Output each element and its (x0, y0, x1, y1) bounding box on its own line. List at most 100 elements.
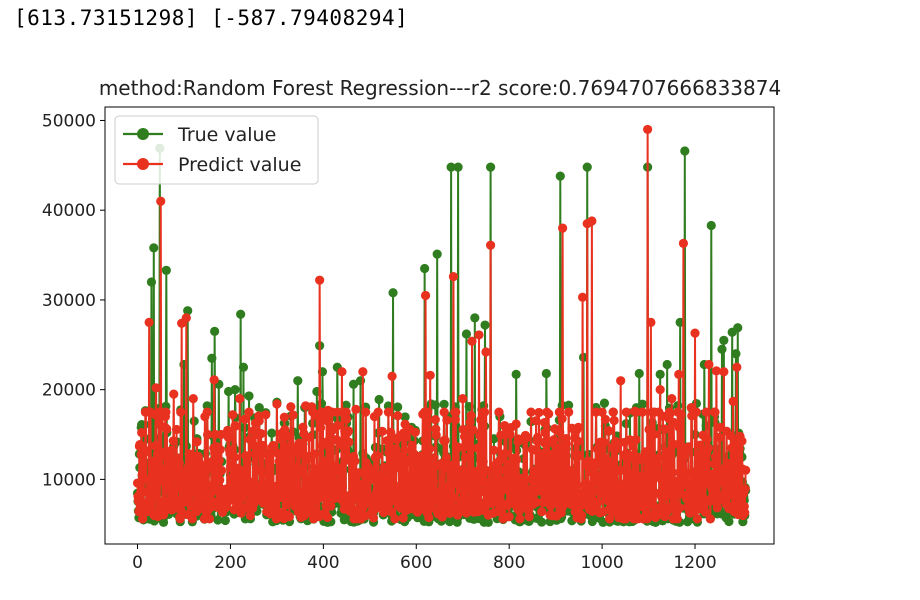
predict-value-point (561, 439, 571, 449)
legend: True value Predict value (114, 115, 319, 185)
predict-value-point (415, 481, 426, 491)
predict-value-point (151, 383, 161, 393)
predict-value-point (203, 429, 213, 440)
predict-value-point (448, 272, 459, 282)
predict-value-point (174, 458, 184, 468)
predict-value-point (608, 407, 618, 417)
predict-value-point (258, 440, 268, 451)
predict-value-point (603, 466, 613, 476)
predict-value-point (198, 472, 208, 482)
true-value-point (400, 412, 410, 422)
predict-value-point (176, 407, 186, 417)
true-value-point (634, 368, 644, 379)
predict-value-point (322, 512, 333, 523)
predict-value-point (276, 471, 286, 481)
predict-value-point (139, 445, 150, 455)
predict-value-point (204, 514, 215, 524)
predict-value-point (341, 414, 352, 424)
x-tick-label: 0 (132, 553, 143, 573)
predict-value-point (537, 507, 547, 517)
true-value-point (220, 515, 230, 526)
predict-value-point (256, 448, 266, 459)
predict-value-point (344, 437, 354, 447)
predict-value-point (626, 486, 636, 496)
predict-value-point (407, 440, 417, 450)
predict-value-point (260, 482, 270, 493)
predict-value-point (187, 514, 197, 524)
predict-value-point (668, 467, 678, 478)
predict-value-point (341, 407, 351, 417)
predict-value-point (481, 347, 491, 357)
predict-value-point (449, 493, 459, 503)
predict-value-point (431, 430, 441, 440)
predict-value-point (425, 370, 435, 380)
predict-value-point (372, 451, 382, 461)
predict-value-point (740, 484, 750, 494)
predict-value-point (249, 440, 259, 450)
predict-value-point (230, 421, 241, 431)
predict-value-point (263, 470, 273, 481)
predict-value-point (425, 444, 435, 454)
predict-value-point (737, 436, 747, 446)
y-tick-label: 50000 (42, 111, 96, 131)
true-value-point (183, 306, 193, 316)
predict-value-point (326, 501, 336, 511)
predict-value-point (244, 407, 254, 417)
true-value-point (161, 265, 171, 275)
predict-value-point (613, 499, 623, 510)
predict-value-point (323, 477, 334, 487)
predict-value-point (316, 493, 326, 503)
true-value-point (236, 309, 246, 319)
true-value-point (461, 329, 472, 339)
true-value-point (541, 368, 551, 379)
true-value-point (564, 400, 574, 410)
predict-value-point (676, 410, 686, 420)
predict-value-point (373, 407, 383, 417)
predict-value-point (665, 409, 675, 419)
true-value-point (537, 517, 547, 527)
predict-value-point (522, 433, 532, 443)
predict-value-point (430, 414, 440, 425)
predict-value-point (681, 468, 691, 478)
predict-value-point (244, 477, 255, 487)
legend-predict-marker (137, 158, 149, 170)
predict-value-point (428, 469, 438, 479)
predict-value-point (731, 475, 741, 485)
predict-value-point (512, 455, 522, 465)
predict-value-point (410, 427, 420, 437)
predict-value-point (740, 507, 750, 518)
predict-value-point (315, 423, 326, 433)
predict-value-point (390, 514, 400, 524)
predict-value-point (242, 457, 252, 467)
predict-value-point (568, 471, 578, 482)
true-value-point (230, 385, 240, 395)
predict-value-point (215, 444, 225, 455)
predict-value-point (712, 459, 722, 469)
predict-value-point (439, 407, 449, 417)
legend-predict-label: Predict value (178, 154, 301, 176)
predict-value-point (271, 500, 281, 510)
predict-value-point (587, 216, 597, 226)
predict-value-point (574, 450, 584, 461)
true-value-point (719, 335, 729, 345)
true-value-point (555, 171, 565, 181)
predict-value-point (672, 514, 682, 524)
predict-value-point (223, 497, 233, 507)
predict-value-point (675, 503, 685, 513)
predict-value-point (489, 445, 499, 455)
predict-value-point (674, 422, 684, 433)
legend-true-marker (137, 128, 149, 140)
predict-value-point (343, 426, 354, 436)
predict-value-point (479, 407, 490, 417)
predict-value-point (319, 456, 329, 466)
predict-value-point (509, 462, 519, 472)
predict-value-point (136, 487, 146, 497)
predict-value-point (209, 375, 219, 385)
predict-value-point (387, 371, 397, 381)
predict-value-point (539, 437, 549, 448)
predict-value-point (508, 482, 518, 492)
predict-value-point (463, 434, 473, 444)
predict-value-point (577, 292, 588, 302)
x-tick-label: 200 (214, 553, 246, 573)
predict-value-point (168, 436, 178, 446)
